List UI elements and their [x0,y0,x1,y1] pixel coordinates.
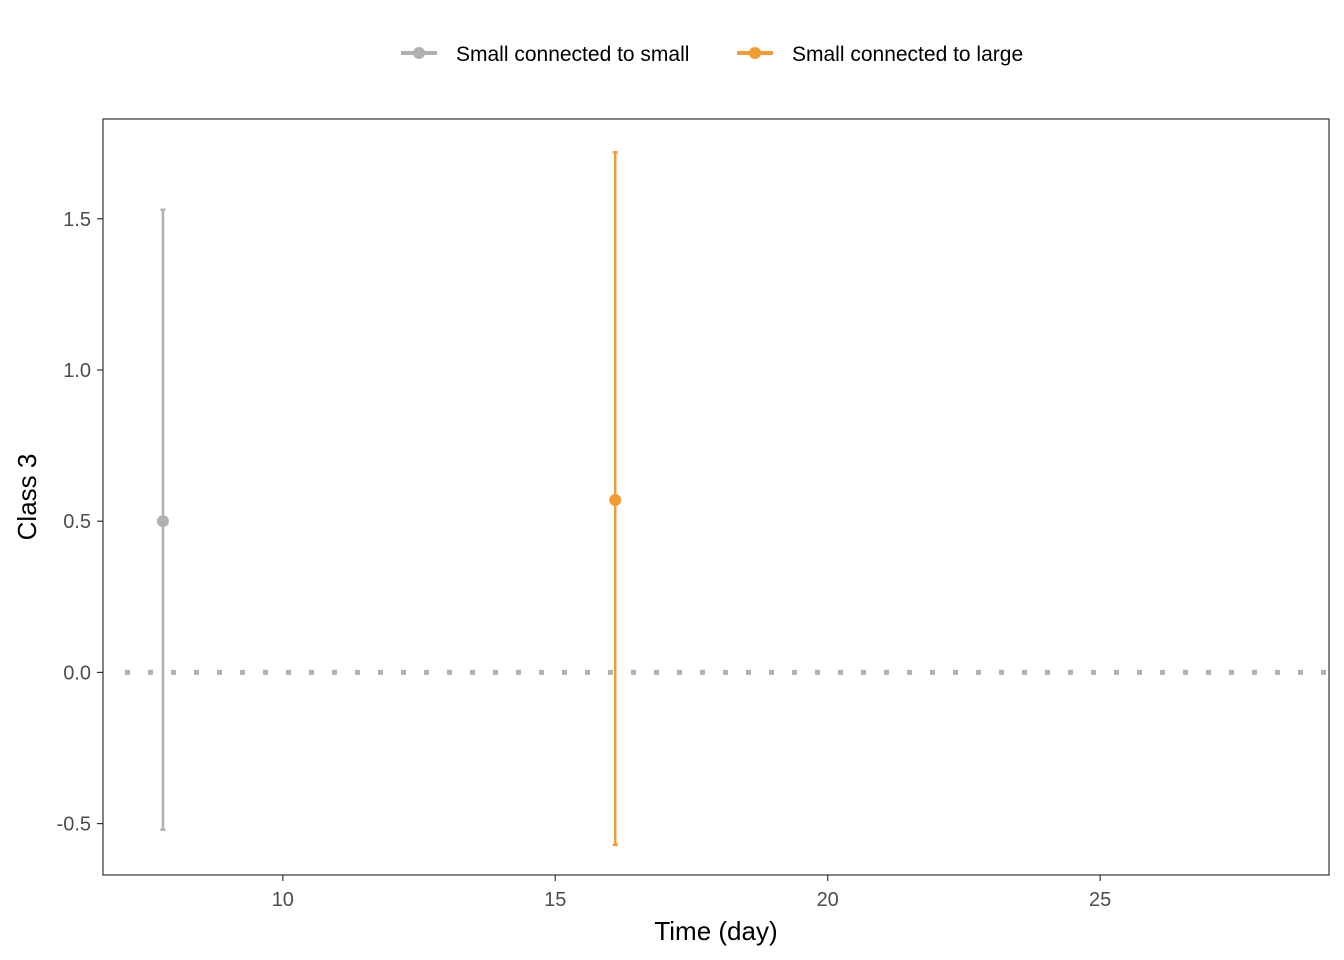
y-tick-label: 0.0 [63,662,91,684]
legend-key-point-1 [413,47,425,59]
y-tick-label: 1.0 [63,360,91,382]
plot-panel [102,118,1330,876]
x-tick-label: 25 [1089,889,1111,911]
legend-label-1: Small connected to small [456,43,689,66]
y-axis-label: Class 3 [12,454,42,541]
x-axis-label: Time (day) [654,916,777,946]
x-tick-label: 10 [272,889,294,911]
legend-label-2: Small connected to large [792,43,1023,66]
data-point-2 [609,494,622,507]
x-tick-label: 20 [817,889,839,911]
y-tick-label: 1.5 [63,209,91,231]
data-point-1 [156,515,169,528]
y-tick-label: -0.5 [57,814,91,836]
x-axis: 10 15 20 25 [272,875,1111,911]
x-tick-label: 15 [544,889,566,911]
legend: Small connected to small Small connected … [401,43,1023,66]
y-axis: -0.5 0.0 0.5 1.0 1.5 [57,209,103,836]
legend-key-point-2 [749,47,761,59]
data-marks [156,151,622,847]
y-tick-label: 0.5 [63,511,91,533]
